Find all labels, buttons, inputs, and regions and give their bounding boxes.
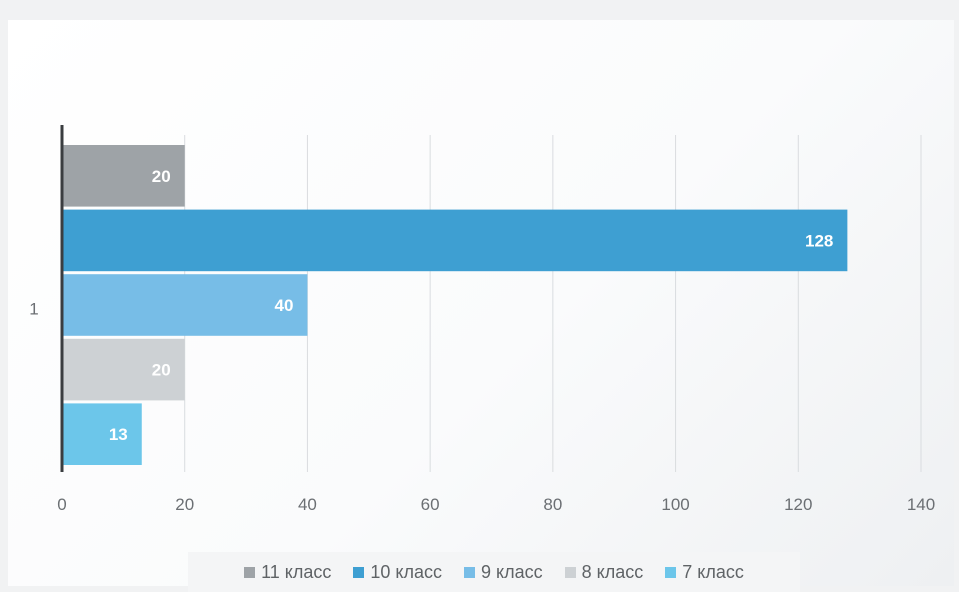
legend-item: 11 класс	[244, 562, 331, 583]
category-label: 1	[29, 300, 38, 319]
legend-item: 9 класс	[464, 562, 543, 583]
data-labels: 20 128 40 20 13	[109, 167, 834, 444]
x-tick-label: 80	[543, 495, 562, 514]
data-label: 128	[805, 231, 833, 250]
legend: 11 класс 10 класс 9 класс 8 класс 7 класс	[188, 552, 800, 592]
legend-label: 7 класс	[682, 561, 744, 582]
bar-chart: 20 128 40 20 13 0 20 40 60 80 100 120 140 1	[29, 125, 935, 514]
legend-swatch	[464, 566, 476, 578]
legend-label: 10 класс	[370, 561, 443, 582]
legend-item: 7 класс	[665, 562, 744, 583]
x-tick-label: 0	[57, 495, 66, 514]
x-tick-label: 120	[784, 495, 812, 514]
data-label: 40	[275, 296, 294, 315]
data-label: 20	[152, 361, 171, 380]
chart-frame: 20 128 40 20 13 0 20 40 60 80 100 120 140 1 11 класс…	[8, 20, 954, 592]
data-label: 13	[109, 425, 128, 444]
x-tick-label: 140	[907, 495, 935, 514]
bar-9-класс	[62, 274, 308, 336]
legend-item: 10 класс	[353, 562, 442, 583]
data-label: 20	[152, 167, 171, 186]
legend-label: 11 класс	[261, 561, 332, 582]
legend-item: 8 класс	[564, 561, 644, 583]
legend-label: 9 класс	[481, 561, 543, 582]
x-tick-label: 40	[298, 495, 317, 514]
x-tick-label: 20	[175, 495, 194, 514]
bar-8-класс	[62, 338, 185, 401]
legend-swatch	[665, 566, 677, 578]
legend-swatch	[244, 566, 256, 578]
bars	[62, 145, 848, 465]
legend-swatch	[353, 566, 365, 578]
legend-swatch	[564, 566, 576, 578]
gridlines	[184, 135, 922, 472]
bar-11-класс	[62, 145, 185, 207]
legend-label: 8 класс	[581, 561, 644, 582]
bar-10-класс	[62, 209, 848, 272]
bar-7-класс	[62, 403, 142, 465]
axes: 0 20 40 60 80 100 120 140 1	[29, 125, 935, 514]
x-tick-label: 100	[661, 495, 689, 514]
x-tick-label: 60	[421, 495, 440, 514]
